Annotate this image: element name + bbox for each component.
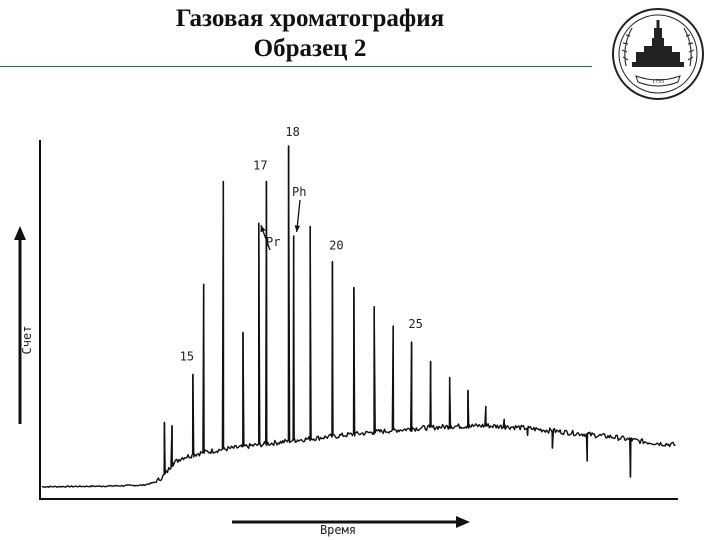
peak-label-17: 17 <box>253 158 267 172</box>
title-divider <box>0 66 592 67</box>
peak-label-group: 15 17 18 Ph Pr 20 25 <box>180 125 423 363</box>
ph-arrow <box>294 199 301 233</box>
peak-arrow-group <box>260 199 301 251</box>
emblem-year: 1755 <box>652 79 664 85</box>
chromatogram-trace-group <box>41 145 676 488</box>
x-axis-label: Время <box>320 523 356 537</box>
y-axis-label: Счет <box>20 326 34 355</box>
peak-label-25: 25 <box>408 317 422 331</box>
page-title: Газовая хроматография <box>175 5 445 32</box>
x-axis-arrow <box>232 516 470 528</box>
peak-label-20: 20 <box>329 239 343 253</box>
title-block: Газовая хроматография Образец 2 <box>0 4 620 64</box>
peak-label-15: 15 <box>180 349 194 363</box>
chromatogram-trace <box>41 145 676 488</box>
university-emblem-icon: 1755 <box>612 8 704 100</box>
pr-arrow <box>260 224 271 251</box>
page-subtitle: Образец 2 <box>253 35 367 62</box>
peak-label-18: 18 <box>285 125 299 139</box>
peak-label-pr: Pr <box>266 235 280 249</box>
peak-label-ph: Ph <box>292 185 306 199</box>
y-axis-arrow <box>14 226 26 424</box>
